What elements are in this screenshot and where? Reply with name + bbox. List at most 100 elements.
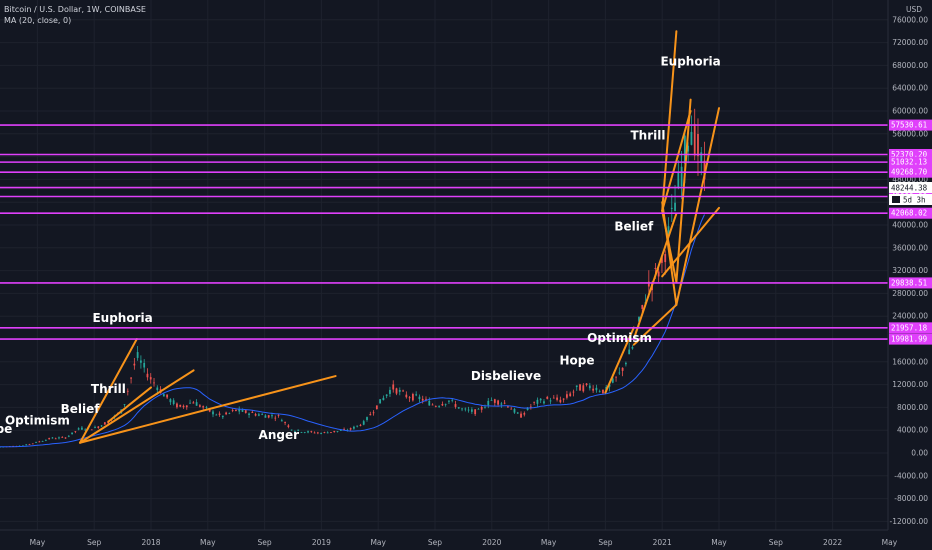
time-tick-label: 2019 bbox=[312, 538, 331, 547]
candle bbox=[444, 403, 447, 407]
candle bbox=[392, 380, 395, 393]
candle bbox=[212, 409, 214, 418]
price-tick-label: 64000.00 bbox=[892, 84, 928, 93]
candle bbox=[572, 389, 575, 397]
candle bbox=[71, 432, 73, 435]
time-tick-label: 2018 bbox=[141, 538, 160, 547]
candle bbox=[598, 389, 601, 393]
candle bbox=[520, 411, 522, 418]
candle bbox=[166, 394, 169, 400]
candle bbox=[176, 402, 178, 409]
price-tick-label: 40000.00 bbox=[892, 221, 928, 230]
price-tick-label: 4000.00 bbox=[897, 426, 928, 435]
candle bbox=[225, 411, 228, 416]
level-label: 51032.13 bbox=[891, 158, 927, 167]
candle bbox=[631, 345, 634, 350]
candle bbox=[628, 342, 631, 355]
candle bbox=[693, 108, 696, 161]
price-tick-label: 32000.00 bbox=[892, 266, 928, 275]
phase-label: Hope bbox=[0, 422, 12, 436]
price-tick-label: 16000.00 bbox=[892, 357, 928, 366]
candle bbox=[556, 394, 558, 402]
trend-line bbox=[107, 386, 152, 423]
candle bbox=[64, 437, 67, 439]
candle bbox=[579, 383, 581, 391]
candle bbox=[38, 440, 41, 443]
candle bbox=[140, 355, 142, 369]
candle bbox=[362, 419, 365, 426]
candle bbox=[261, 412, 264, 416]
candle bbox=[379, 399, 382, 404]
price-tick-label: 12000.00 bbox=[892, 380, 928, 389]
candle bbox=[136, 345, 139, 361]
phase-label: Belief bbox=[61, 402, 101, 416]
candle bbox=[697, 118, 699, 176]
indicator-legend[interactable]: MA (20, close, 0) bbox=[4, 16, 71, 25]
candle bbox=[585, 383, 588, 387]
price-tick-label: -8000.00 bbox=[894, 494, 928, 503]
phase-label: Euphoria bbox=[92, 311, 152, 325]
candle bbox=[615, 376, 617, 382]
candle bbox=[523, 411, 526, 417]
trend-line bbox=[79, 375, 337, 444]
candle bbox=[415, 391, 418, 397]
candle bbox=[146, 368, 149, 381]
candle bbox=[326, 431, 329, 434]
candle bbox=[529, 403, 532, 410]
time-tick-label: Sep bbox=[769, 538, 783, 547]
candle bbox=[179, 404, 182, 408]
price-axis-panel[interactable] bbox=[888, 0, 932, 530]
candle bbox=[487, 397, 490, 409]
candle bbox=[264, 414, 267, 418]
candle bbox=[500, 401, 503, 408]
candle bbox=[454, 400, 457, 409]
candle bbox=[41, 440, 44, 442]
price-tick-label: -12000.00 bbox=[890, 517, 929, 526]
phase-labels: HopeOptimismBeliefThrillEuphoriaAngerDis… bbox=[0, 54, 721, 441]
level-label: 49268.70 bbox=[891, 168, 928, 177]
candle bbox=[221, 415, 224, 420]
candle bbox=[408, 395, 411, 402]
candle bbox=[398, 387, 401, 396]
level-label-bg bbox=[889, 156, 932, 168]
candle bbox=[202, 405, 205, 410]
time-axis-panel[interactable] bbox=[0, 530, 932, 550]
candle bbox=[254, 412, 257, 417]
phase-label: Optimism bbox=[5, 414, 70, 428]
candle bbox=[61, 436, 64, 438]
candle bbox=[94, 425, 96, 429]
trend-line bbox=[79, 338, 138, 444]
time-tick-label: 2022 bbox=[823, 538, 842, 547]
time-tick-label: May bbox=[30, 538, 46, 547]
candle bbox=[77, 427, 80, 431]
level-label-bg bbox=[889, 277, 932, 289]
price-tick-label: 24000.00 bbox=[892, 312, 928, 321]
symbol-legend[interactable]: Bitcoin / U.S. Dollar, 1W, COINBASE bbox=[4, 5, 146, 14]
moving-average-line bbox=[0, 214, 705, 448]
candle bbox=[67, 435, 70, 438]
candle bbox=[280, 418, 283, 422]
candle bbox=[372, 410, 375, 416]
candle bbox=[238, 406, 241, 415]
candle bbox=[359, 423, 362, 427]
candle bbox=[244, 409, 247, 414]
candle bbox=[313, 431, 316, 434]
candle bbox=[457, 406, 460, 409]
candle bbox=[25, 444, 28, 446]
candle bbox=[35, 441, 37, 444]
price-tick-label: 28000.00 bbox=[892, 289, 928, 298]
candle bbox=[290, 429, 293, 431]
candle bbox=[438, 405, 441, 408]
timer-icon bbox=[892, 196, 900, 203]
candle bbox=[434, 405, 437, 408]
candle bbox=[559, 396, 562, 404]
horizontal-levels[interactable] bbox=[0, 124, 888, 340]
candle bbox=[97, 425, 100, 429]
candle bbox=[670, 194, 673, 222]
candle bbox=[44, 439, 47, 442]
candle bbox=[100, 424, 103, 427]
phase-label: Disbelieve bbox=[471, 369, 541, 383]
candle bbox=[467, 406, 470, 413]
